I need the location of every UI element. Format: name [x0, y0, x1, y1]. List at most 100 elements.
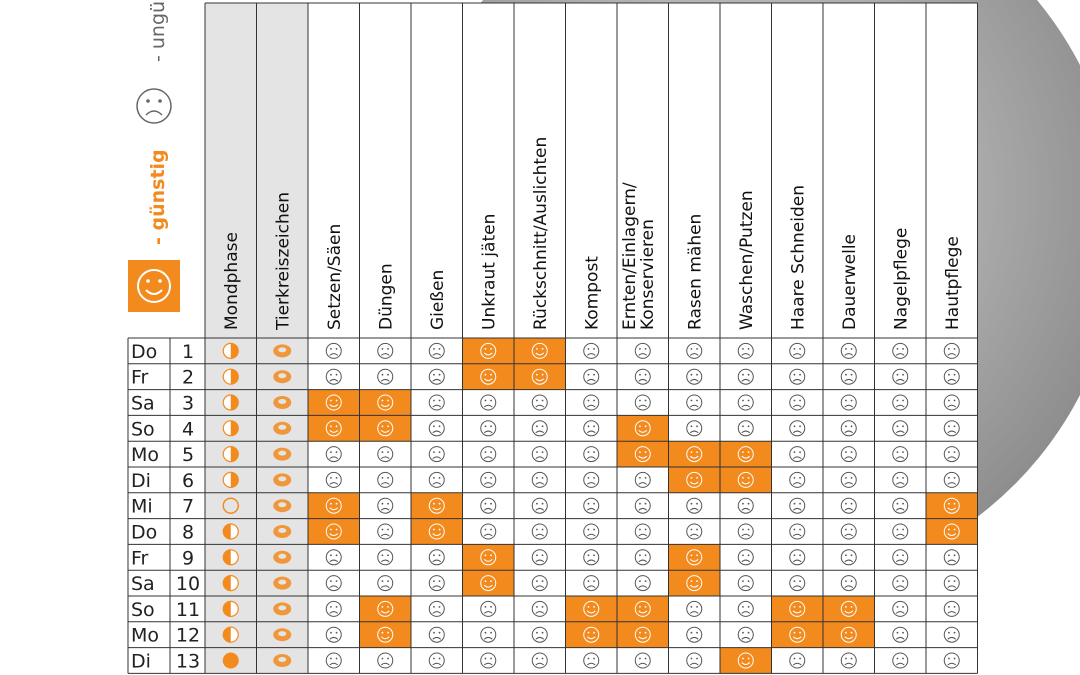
bad-face: [840, 342, 857, 359]
bad-face: [737, 394, 754, 411]
bad-face: [892, 575, 909, 592]
column-header: Rückschnitt/Auslichten: [531, 137, 551, 330]
face-eye: [490, 425, 492, 428]
face-mouth: [483, 352, 493, 356]
face-eye: [387, 554, 389, 557]
bad-face: [943, 342, 960, 359]
face-mouth: [432, 636, 442, 640]
face-eye: [896, 631, 899, 634]
face-mouth: [483, 611, 493, 614]
bad-face: [428, 549, 445, 566]
bad-face: [377, 575, 394, 592]
face-eye: [896, 502, 899, 505]
face-eye: [335, 657, 338, 660]
face-eye: [799, 425, 801, 428]
favorable-cell: [359, 389, 411, 416]
face-eye: [438, 477, 441, 479]
favorable-cell: [617, 621, 669, 648]
face-eye: [536, 631, 538, 634]
good-face: [428, 523, 445, 540]
bad-face: [531, 652, 548, 669]
face-mouth: [432, 430, 442, 434]
face-mouth: [947, 507, 957, 511]
face-eye: [438, 425, 441, 428]
bad-face: [943, 652, 960, 669]
face-eye: [644, 348, 647, 350]
bad-face: [325, 626, 342, 643]
day-name: Di: [131, 470, 151, 492]
favorable-cell: [617, 441, 669, 467]
bad-face: [789, 342, 806, 359]
face-eye: [845, 606, 847, 608]
bad-face: [634, 497, 651, 514]
face-eye: [845, 528, 847, 531]
face-mouth: [947, 559, 957, 563]
face-eye: [387, 451, 389, 453]
favorable-cell: [926, 492, 978, 519]
face-eye: [335, 399, 338, 402]
face-eye: [850, 631, 853, 634]
face-eye: [850, 657, 853, 660]
good-face: [840, 600, 857, 617]
face-eye: [690, 348, 693, 350]
bad-face: [686, 342, 703, 359]
face-eye: [484, 631, 487, 634]
face-mouth: [741, 507, 751, 511]
zodiac-icon-detail: [278, 399, 287, 404]
day-name: Mi: [131, 496, 153, 518]
favorable-cell: [359, 621, 411, 648]
bad-face: [943, 575, 960, 592]
bad-face: [531, 523, 548, 540]
face-eye: [387, 631, 389, 634]
face-mouth: [741, 533, 751, 537]
bad-face: [943, 368, 960, 385]
face-eye: [335, 580, 338, 582]
face-mouth: [380, 585, 390, 588]
face-eye: [330, 451, 332, 453]
face-eye: [438, 631, 441, 634]
day-name: So: [131, 599, 155, 621]
face-eye: [490, 451, 492, 453]
face-eye: [747, 373, 750, 376]
good-icon-box: [128, 260, 180, 312]
face-eye: [438, 528, 441, 531]
face-mouth: [586, 636, 596, 640]
face-eye: [742, 477, 744, 479]
face-eye: [799, 477, 801, 479]
face-mouth: [689, 636, 699, 640]
good-face: [325, 420, 342, 437]
face-eye: [541, 425, 544, 428]
column-header: Waschen/Putzen: [737, 190, 757, 330]
bad-face: [892, 549, 909, 566]
zodiac-icon-detail: [278, 605, 287, 611]
face-eye: [845, 580, 847, 582]
bad-face: [892, 600, 909, 617]
face-eye: [799, 502, 801, 505]
face-mouth: [741, 559, 751, 563]
face-mouth: [689, 353, 699, 356]
bad-face: [428, 575, 445, 592]
face-eye: [381, 657, 384, 660]
face-mouth: [895, 585, 905, 588]
face-eye: [541, 502, 544, 505]
bad-face: [583, 497, 600, 514]
face-eye: [690, 399, 693, 402]
bad-face: [943, 600, 960, 617]
face-eye: [381, 554, 384, 557]
face-eye: [536, 399, 538, 402]
face-eye: [902, 580, 904, 582]
bad-face: [377, 471, 394, 488]
favorable-cell: [617, 415, 669, 442]
face-eye: [850, 554, 853, 557]
face-eye: [541, 399, 544, 402]
zodiac-icon-detail: [278, 424, 287, 430]
bad-face: [840, 446, 857, 463]
face-eye: [484, 580, 487, 582]
face-eye: [644, 399, 647, 402]
bad-face: [583, 342, 600, 359]
face-eye: [433, 606, 435, 608]
face-mouth: [483, 558, 493, 562]
bad-face: [377, 368, 394, 385]
face-eye: [902, 399, 904, 402]
face-eye: [387, 348, 389, 350]
